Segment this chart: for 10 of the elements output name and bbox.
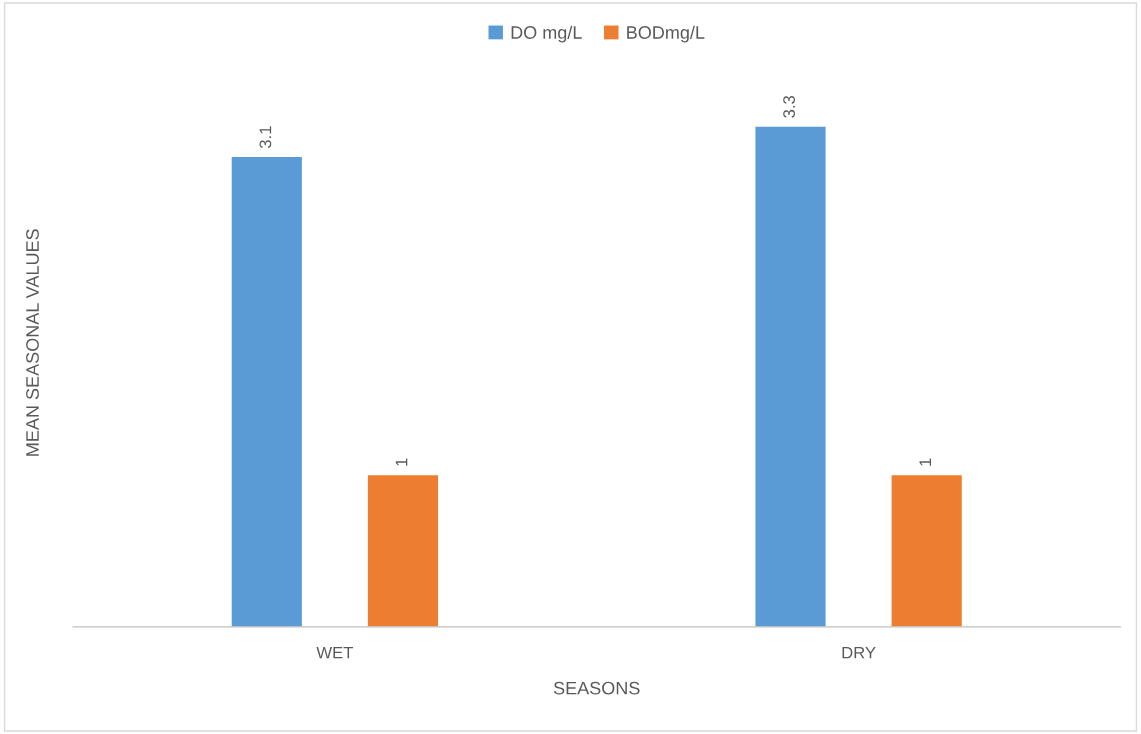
data-label: 3.1 <box>259 126 272 149</box>
data-label: 3.3 <box>783 95 795 118</box>
data-label: 1 <box>919 458 931 466</box>
data-label: 1 <box>395 458 408 466</box>
legend-label: DO mg/L <box>511 25 582 43</box>
x-axis-title: SEASONS <box>553 681 640 695</box>
y-axis-title: MEAN SEASONAL VALUES <box>26 229 39 456</box>
x-tick-label: DRY <box>842 646 876 659</box>
legend-label: BODmg/L <box>627 25 705 43</box>
x-tick-label: WET <box>316 646 354 659</box>
